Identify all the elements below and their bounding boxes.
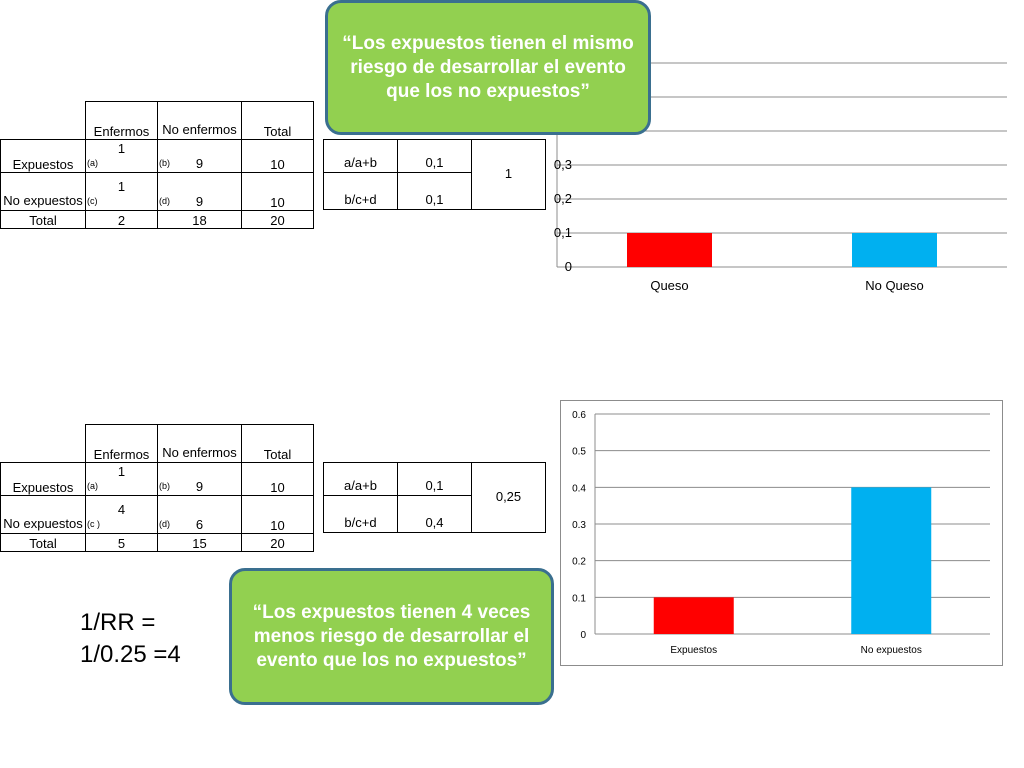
- header-enfermos: Enfermos: [85, 101, 158, 140]
- ratio-value-exposed: 0,1: [397, 139, 472, 173]
- cell-d: (d) 9: [157, 172, 242, 211]
- ratio-value-unexposed: 0,4: [397, 495, 472, 533]
- cell-total-no-expuestos: 10: [241, 495, 314, 534]
- ratio-formula-exposed: a/a+b: [323, 462, 398, 496]
- y-tick-label: 0.2: [572, 557, 586, 568]
- header-no-enfermos: No enfermos: [157, 424, 242, 463]
- row-label-no-expuestos: No expuestos: [0, 172, 86, 211]
- bar-no-expuestos: [851, 487, 932, 634]
- relative-risk-value: 0,25: [471, 462, 546, 533]
- row-label-no-expuestos: No expuestos: [0, 495, 86, 534]
- top-contingency-table: Enfermos No enfermos Total Expuestos 1 (a…: [0, 101, 314, 229]
- cell-total-no-enfermos: 15: [157, 533, 242, 552]
- cell-total-expuestos: 10: [241, 139, 314, 173]
- bottom-bar-chart: 0 0.1 0.2 0.3 0.4 0.5 0.6 Expuestos No expuesto…: [560, 400, 1003, 666]
- inverse-rr-line-2: 1/0.25 =4: [80, 641, 181, 668]
- cell-a: 1 (a): [85, 462, 158, 496]
- header-no-enfermos: No enfermos: [157, 101, 242, 140]
- bar-no-queso: [852, 233, 937, 267]
- cell-total-no-enfermos: 18: [157, 210, 242, 229]
- row-label-expuestos: Expuestos: [0, 462, 86, 496]
- x-category-label: No Queso: [865, 278, 924, 293]
- ratio-value-exposed: 0,1: [397, 462, 472, 496]
- cell-a: 1 (a): [85, 139, 158, 173]
- y-tick-label: 0,3: [554, 157, 572, 172]
- cell-d: (d) 6: [157, 495, 242, 534]
- row-label-expuestos: Expuestos: [0, 139, 86, 173]
- x-category-label: Expuestos: [670, 645, 717, 656]
- y-tick-label: 0.1: [572, 593, 586, 604]
- bottom-callout: “Los expuestos tienen 4 veces menos ries…: [229, 568, 554, 705]
- header-total: Total: [241, 424, 314, 463]
- cell-total-enfermos: 2: [85, 210, 158, 229]
- ratio-formula-unexposed: b/c+d: [323, 495, 398, 533]
- inverse-rr-line-1: 1/RR =: [80, 609, 156, 636]
- cell-c: 4 (c ): [85, 495, 158, 534]
- cell-total-expuestos: 10: [241, 462, 314, 496]
- relative-risk-value: 1: [471, 139, 546, 210]
- corner-cell: [1, 425, 86, 463]
- row-label-total: Total: [0, 533, 86, 552]
- corner-cell: [1, 102, 86, 140]
- top-callout: “Los expuestos tienen el mismo riesgo de…: [325, 0, 651, 135]
- bottom-contingency-table: Enfermos No enfermos Total Expuestos 1 (a…: [0, 424, 314, 552]
- bar-queso: [627, 233, 712, 267]
- header-total: Total: [241, 101, 314, 140]
- y-tick-label: 0,2: [554, 191, 572, 206]
- y-tick-label: 0.6: [572, 410, 586, 421]
- ratio-formula-exposed: a/a+b: [323, 139, 398, 173]
- y-tick-label: 0.3: [572, 520, 586, 531]
- y-tick-label: 0,1: [554, 225, 572, 240]
- cell-grand-total: 20: [241, 533, 314, 552]
- top-ratio-table: a/a+b 0,1 1 b/c+d 0,1: [323, 139, 546, 210]
- y-tick-label: 0: [580, 630, 586, 641]
- cell-b: (b) 9: [157, 139, 242, 173]
- y-tick-label: 0.4: [572, 483, 586, 494]
- cell-b: (b) 9: [157, 462, 242, 496]
- row-label-total: Total: [0, 210, 86, 229]
- ratio-value-unexposed: 0,1: [397, 172, 472, 210]
- header-enfermos: Enfermos: [85, 424, 158, 463]
- x-category-label: Queso: [650, 278, 688, 293]
- bar-expuestos: [653, 597, 734, 634]
- cell-total-enfermos: 5: [85, 533, 158, 552]
- cell-grand-total: 20: [241, 210, 314, 229]
- x-category-label: No expuestos: [861, 645, 922, 656]
- y-tick-label: 0.5: [572, 447, 586, 458]
- cell-total-no-expuestos: 10: [241, 172, 314, 211]
- cell-c: 1 (c): [85, 172, 158, 211]
- bottom-ratio-table: a/a+b 0,1 0,25 b/c+d 0,4: [323, 462, 546, 533]
- y-tick-label: 0: [565, 259, 572, 274]
- ratio-formula-unexposed: b/c+d: [323, 172, 398, 210]
